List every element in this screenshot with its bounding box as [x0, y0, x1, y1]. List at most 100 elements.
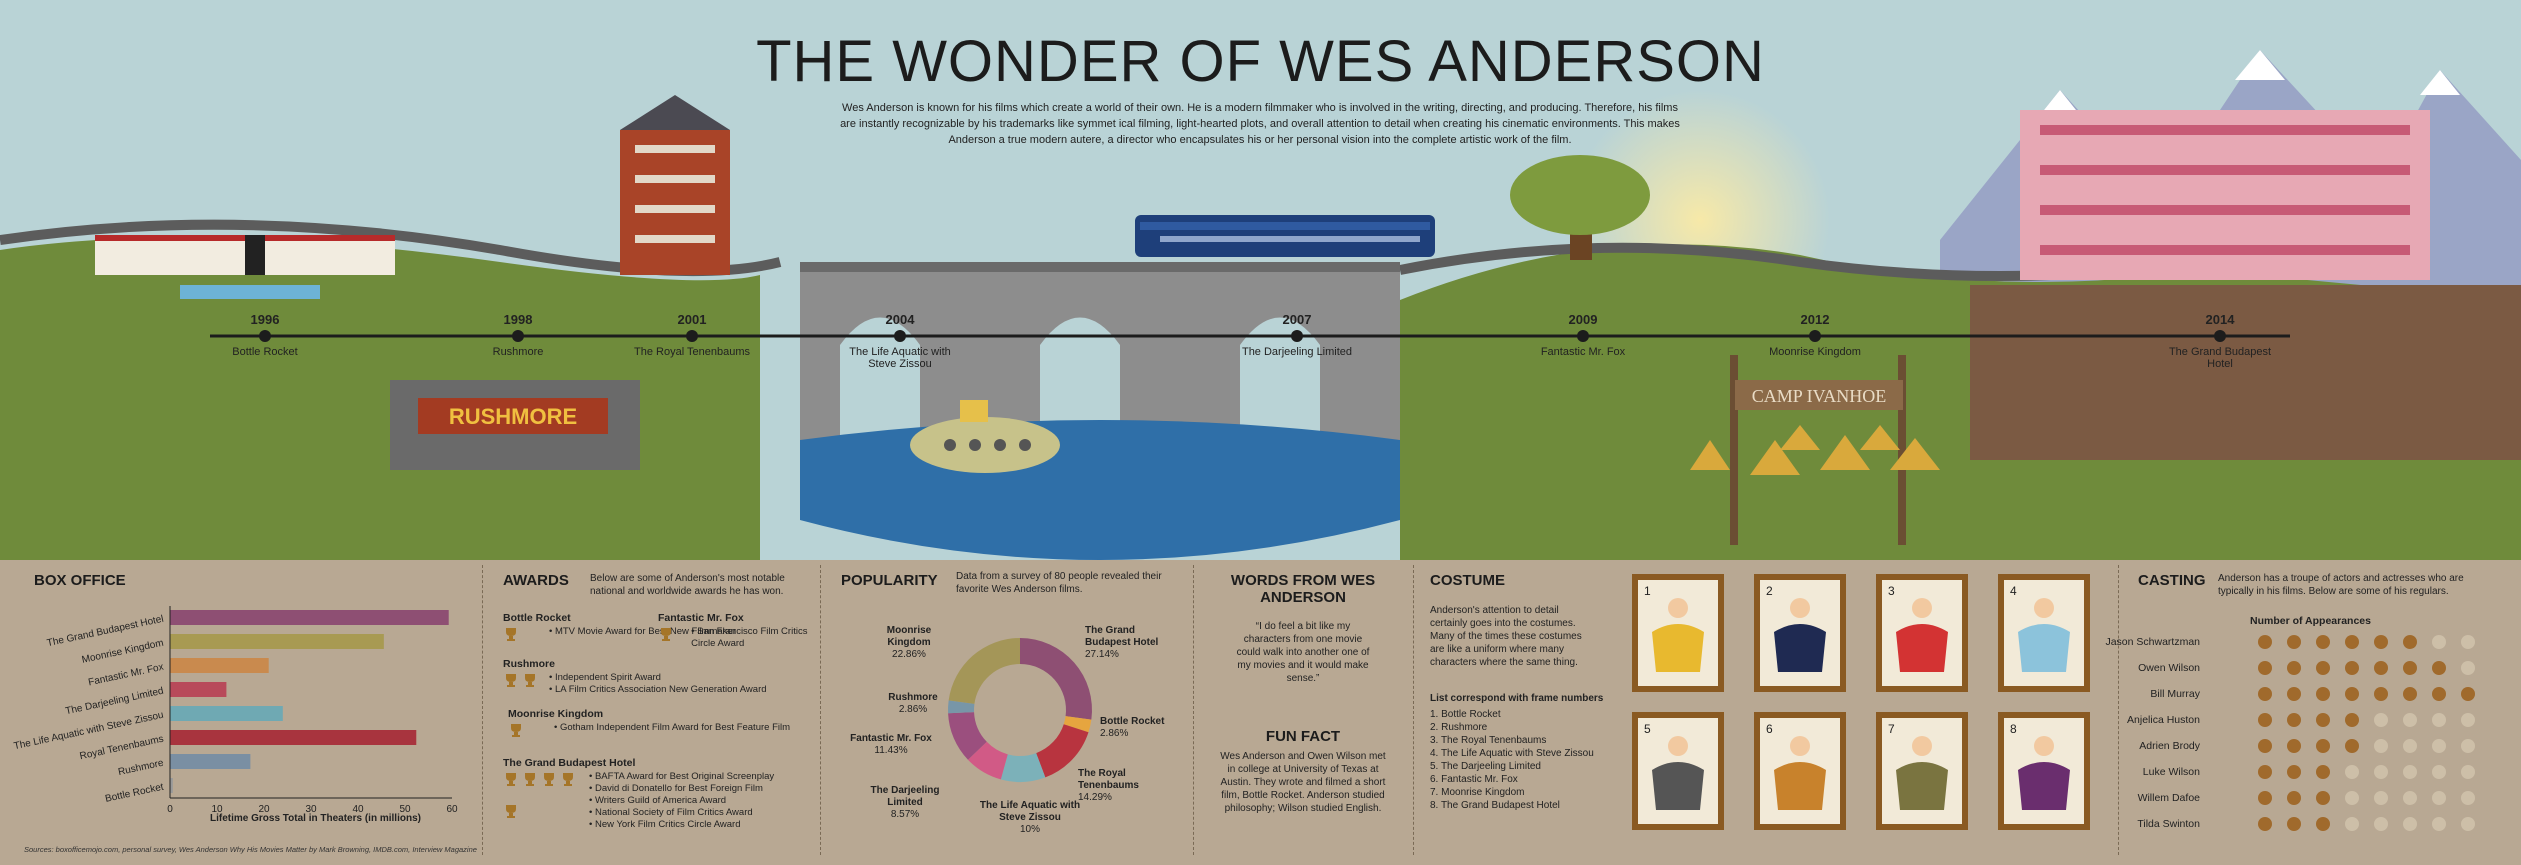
appearance-dot [2403, 713, 2417, 727]
popularity-label-value: 8.57% [890, 809, 920, 820]
costume-icon [1652, 736, 1704, 810]
award-item: • BAFTA Award for Best Original Screenpl… [589, 771, 775, 782]
box-office-bar [170, 658, 269, 673]
award-group: The Grand Budapest Hotel • BAFTA Award fo… [503, 757, 813, 831]
trophy-icon [661, 628, 671, 641]
box-office-bar [170, 682, 227, 697]
cast-name: Adrien Brody [2139, 740, 2200, 752]
timeline-film: Bottle Rocket [232, 346, 298, 358]
award-group: Fantastic Mr. Fox • San Francisco Film Cr… [658, 612, 808, 650]
costume-list-item: 6. Fantastic Mr. Fox [1430, 774, 1518, 785]
timeline-dots [259, 330, 2226, 342]
costume-icon [1652, 598, 1704, 672]
sources-text: Sources: boxofficemojo.com, personal sur… [24, 845, 477, 854]
popularity-slice [948, 712, 987, 760]
frame-number: 5 [1644, 722, 1651, 736]
timeline-year: 2014 [2205, 312, 2235, 327]
popularity-label: Bottle Rocket 2.86% [1100, 716, 1190, 740]
costume-icon [1896, 736, 1948, 810]
popularity-slice [948, 638, 1020, 704]
appearance-dot [2403, 817, 2417, 831]
costume-list-item: 7. Moonrise Kingdom [1430, 787, 1525, 798]
popularity-label: The Darjeeling Limited 8.57% [860, 785, 950, 821]
appearance-dot [2258, 739, 2272, 753]
timeline-film: The Life Aquatic with Steve Zissou [849, 346, 951, 370]
frame-number: 1 [1644, 584, 1651, 598]
box-office-tick: 50 [399, 804, 411, 815]
popularity-slice [1000, 753, 1046, 782]
award-items: • San Francisco Film Critics Circle Awar… [691, 626, 808, 650]
award-film: Fantastic Mr. Fox [658, 612, 744, 624]
trophy-icon [544, 773, 554, 786]
box-office-category: Rushmore [117, 758, 165, 778]
cast-name: Owen Wilson [2138, 662, 2200, 674]
timeline-dot [686, 330, 698, 342]
appearance-dot [2287, 661, 2301, 675]
appearance-dot [2461, 817, 2475, 831]
popularity-label-name: Fantastic Mr. Fox [850, 733, 932, 744]
frame-number: 8 [2010, 722, 2017, 736]
appearance-dot [2374, 817, 2388, 831]
appearance-dot [2287, 765, 2301, 779]
popularity-label-value: 11.43% [874, 745, 908, 756]
intro-text: Wes Anderson is known for his films whic… [840, 102, 1680, 146]
award-item: • David di Donatello for Best Foreign Fi… [589, 783, 763, 794]
box-office-category: Royal Tenenbaums [79, 734, 165, 763]
award-film: Bottle Rocket [503, 612, 571, 624]
frame-number: 2 [1766, 584, 1773, 598]
timeline-year: 1998 [503, 312, 533, 327]
box-office-title: BOX OFFICE [34, 572, 126, 589]
award-item: • New York Film Critics Circle Award [589, 819, 741, 830]
award-items: • Independent Spirit Award • LA Film Crit… [549, 672, 767, 696]
timeline-dot [894, 330, 906, 342]
trophy-icon [563, 773, 573, 786]
popularity-label-name: Bottle Rocket [1100, 716, 1165, 727]
appearance-dot [2374, 739, 2388, 753]
appearance-dot [2461, 791, 2475, 805]
frame-number: 6 [1766, 722, 1773, 736]
page-title: THE WONDER OF WES ANDERSON [756, 29, 1765, 94]
timeline-year: 2007 [1282, 312, 1312, 327]
popularity-slice [1020, 638, 1092, 720]
rushmore-sign: RUSHMORE [449, 404, 577, 429]
award-item: • MTV Movie Award for Best New Filmmaker [549, 626, 736, 637]
divider [2118, 565, 2120, 855]
cast-name: Bill Murray [2150, 688, 2200, 700]
appearance-dot [2432, 791, 2446, 805]
costume-list-item: 5. The Darjeeling Limited [1430, 761, 1541, 772]
costume-title: COSTUME [1430, 572, 1505, 589]
appearance-dots [2258, 635, 2475, 649]
award-items: • Gotham Independent Film Award for Best… [554, 722, 790, 738]
cast-name: Willem Dafoe [2137, 792, 2200, 804]
trophy-icon [511, 724, 521, 737]
appearance-dot [2345, 713, 2359, 727]
timeline-film: The Grand Budapest Hotel [2168, 346, 2272, 370]
costume-frame: 8 [1998, 712, 2090, 830]
appearance-dot [2461, 765, 2475, 779]
award-group: Moonrise Kingdom • Gotham Independent Fil… [508, 708, 818, 738]
appearance-dot [2287, 739, 2301, 753]
award-item: • Writers Guild of America Award [589, 795, 727, 806]
box-office-category: Fantastic Mr. Fox [87, 662, 164, 689]
appearance-dot [2258, 791, 2272, 805]
timeline-film: The Royal Tenenbaums [634, 346, 750, 358]
popularity-title: POPULARITY [841, 572, 938, 589]
trophy-group [503, 672, 543, 696]
popularity-label-value: 22.86% [892, 649, 926, 660]
award-item: • San Francisco Film Critics Circle Awar… [691, 626, 808, 649]
popularity-slice [1063, 716, 1092, 733]
costume-frame: 3 [1876, 574, 1968, 692]
trophy-group [508, 722, 548, 738]
popularity-label-value: 14.29% [1078, 792, 1112, 803]
costume-frame: 1 [1632, 574, 1724, 692]
trophy-icon [506, 674, 516, 687]
appearance-dot [2287, 791, 2301, 805]
camp-sign: CAMP IVANHOE [1752, 386, 1887, 406]
timeline-dot [1577, 330, 1589, 342]
costume-list-item: 8. The Grand Budapest Hotel [1430, 800, 1560, 811]
divider [482, 565, 484, 855]
fun-fact-text: Wes Anderson and Owen Wilson met in coll… [1220, 751, 1386, 814]
appearance-dot [2374, 661, 2388, 675]
appearance-dots [2258, 765, 2475, 779]
